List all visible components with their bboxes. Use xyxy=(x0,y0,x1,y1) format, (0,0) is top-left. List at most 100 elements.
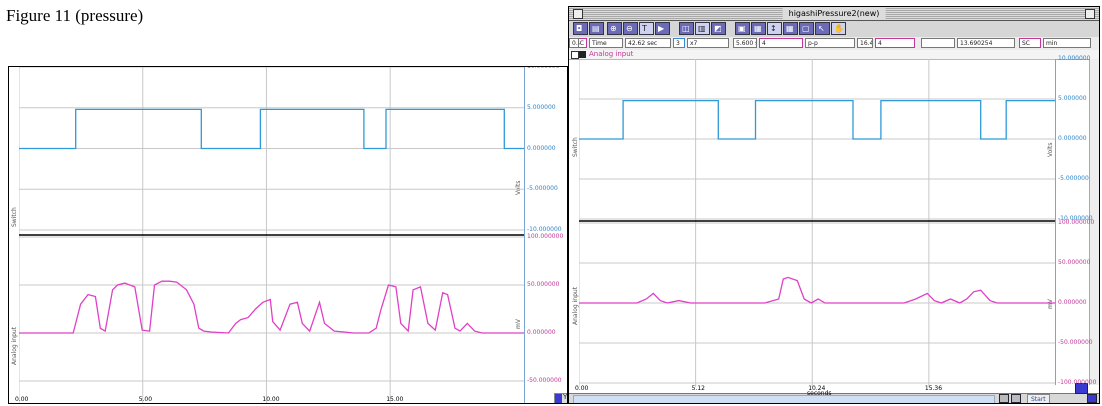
scroll-left-icon[interactable] xyxy=(999,394,1009,403)
right-top-channel-label: Switch xyxy=(572,137,579,157)
right-axis-strip xyxy=(1055,59,1056,385)
top-tick-label-3: -5.000000 xyxy=(527,185,558,193)
marker-icon-glyph: ▶ xyxy=(658,24,665,33)
analog-input-trace xyxy=(579,276,1055,304)
field-2-value: x7 xyxy=(687,38,729,48)
field-0-value: Time xyxy=(589,38,623,48)
zoom-in-icon[interactable]: ⊕ xyxy=(607,22,622,35)
grid-lines xyxy=(579,59,1055,387)
x-tick-label-2: 10.24 xyxy=(808,385,826,392)
switch-trace xyxy=(19,108,524,150)
horizontal-scrollbar[interactable] xyxy=(573,395,995,403)
close-box-icon[interactable] xyxy=(573,9,583,19)
bottom-tick-label-0: 100.000000 xyxy=(1058,219,1095,226)
left-axis-strip xyxy=(524,67,525,403)
pointer-icon[interactable]: ↖ xyxy=(815,22,830,35)
right-window: higashiPressure2(new) ◘ ▤ ⊕ ⊖ T ▶ ◫ ▥ ◩ ▣ ▦ ↕ ▦ ▢ ↖ ✋ S… xyxy=(568,6,1100,404)
x-axis-label: seconds xyxy=(807,390,832,397)
channel-tab-dark-icon[interactable] xyxy=(579,51,586,58)
split-view-icon[interactable]: ◫ xyxy=(679,22,694,35)
pointer-icon-glyph: ↖ xyxy=(818,24,825,33)
analog-input-trace xyxy=(19,280,524,334)
view-icon-glyph: ▢ xyxy=(802,24,810,33)
grid-icon-glyph: ▦ xyxy=(786,24,794,33)
field-7-value: 13.690254 xyxy=(957,38,1015,48)
right-plot-area xyxy=(579,59,1055,387)
grid-icon[interactable]: ▦ xyxy=(783,22,798,35)
bottom-tick-label-2: 0.000000 xyxy=(1058,299,1087,306)
top-tick-label-0: 10.000000 xyxy=(1058,55,1091,62)
left-bottom-channel-label: Analog input xyxy=(11,326,18,365)
top-tick-label-1: 5.000000 xyxy=(527,103,556,111)
chart-icon-glyph: ▦ xyxy=(754,24,762,33)
bottom-tick-label-3: -50.000000 xyxy=(527,377,562,384)
chart-icon[interactable]: ▦ xyxy=(751,22,766,35)
field-8-label[interactable]: SC xyxy=(1019,38,1041,48)
x-tick-label-3: 15.00 xyxy=(386,396,404,403)
field-5-value: 16.416457 xyxy=(857,38,873,48)
resize-icon[interactable] xyxy=(555,394,562,403)
field-1-value: 42.62 sec xyxy=(625,38,671,48)
bottom-tick-label-1: 50.000000 xyxy=(1058,259,1091,266)
select-tool-icon[interactable]: ◘ xyxy=(573,22,588,35)
top-tick-label-3: -5.000000 xyxy=(1058,175,1089,182)
right-bottom-channel-label: Analog input xyxy=(572,286,579,325)
x-tick-label-3: 15.36 xyxy=(924,385,943,392)
window-titlebar[interactable]: higashiPressure2(new) xyxy=(569,7,1099,21)
scroll-right-icon[interactable] xyxy=(1011,394,1021,403)
start-button[interactable]: Start xyxy=(1027,394,1050,403)
zoom-out-icon[interactable]: ⊖ xyxy=(623,22,638,35)
grid-lines xyxy=(19,67,524,403)
top-tick-label-4: -10.000000 xyxy=(527,226,562,233)
y-icon[interactable]: Y xyxy=(563,393,568,401)
x-tick-label-0: 0.00 xyxy=(575,385,589,392)
marker-icon[interactable]: ▶ xyxy=(655,22,670,35)
x-tick-label-1: 5.00 xyxy=(138,396,153,403)
x-tick-label-0: 0.00 xyxy=(15,396,29,403)
pointer-tool-icon[interactable] xyxy=(1075,383,1088,394)
left-top-channel-label: Switch xyxy=(11,207,18,227)
scope-icon[interactable]: ▤ xyxy=(589,22,604,35)
channel-tab-label: Analog input xyxy=(589,50,634,58)
left-plot-area xyxy=(19,67,524,403)
split-view-icon-glyph: ◫ xyxy=(682,24,690,33)
channel-tab-box-icon[interactable] xyxy=(571,51,579,59)
bottom-tick-label-3: -50.000000 xyxy=(1058,339,1093,346)
field-2-label[interactable]: 3 xyxy=(673,38,685,48)
text-tool-icon[interactable]: T xyxy=(639,22,654,35)
zoom-box-icon[interactable] xyxy=(1085,9,1095,19)
x-tick-label-2: 10.00 xyxy=(262,396,280,403)
switch-trace xyxy=(579,99,1055,140)
figure-caption: Figure 11 (pressure) xyxy=(6,6,144,25)
channel-icon[interactable]: ▥ xyxy=(695,22,710,35)
corner-area: Y xyxy=(554,393,568,403)
overlay-icon-glyph: ◩ xyxy=(714,24,722,33)
window-title: higashiPressure2(new) xyxy=(782,8,886,19)
display-icon[interactable]: ▣ xyxy=(735,22,750,35)
field-9-value: 0.00556 xyxy=(569,38,579,48)
hand-icon[interactable]: ✋ xyxy=(831,22,846,35)
field-4-value: p-p xyxy=(805,38,855,48)
bottom-tick-label-1: 50.000000 xyxy=(527,281,560,288)
view-icon[interactable]: ▢ xyxy=(799,22,814,35)
overlay-icon[interactable]: ◩ xyxy=(711,22,726,35)
corner-resize-icon[interactable] xyxy=(1087,394,1097,403)
zoom-out-icon-glyph: ⊖ xyxy=(626,24,633,33)
rescale-icon[interactable]: ↕ xyxy=(767,22,782,35)
display-icon-glyph: ▣ xyxy=(738,24,746,33)
field-4-label[interactable]: 4 xyxy=(759,38,803,48)
toolbar: ◘ ▤ ⊕ ⊖ T ▶ ◫ ▥ ◩ ▣ ▦ ↕ ▦ ▢ ↖ ✋ xyxy=(569,21,1099,38)
field-8-value: min xyxy=(1043,38,1091,48)
zoom-in-icon-glyph: ⊕ xyxy=(610,24,617,33)
vertical-scrollbar[interactable] xyxy=(1089,59,1099,385)
bottom-tick-label-4: -100.000000 xyxy=(1058,379,1097,386)
top-tick-label-0: 10.000000 xyxy=(527,66,560,70)
bottom-tick-label-0: 100.000000 xyxy=(527,233,564,240)
select-tool-icon-glyph: ◘ xyxy=(576,24,583,33)
field-6-label[interactable]: 4 xyxy=(875,38,915,48)
top-tick-label-2: 0.000000 xyxy=(1058,135,1087,142)
field-6-value xyxy=(921,38,955,48)
top-tick-label-4: -10.000000 xyxy=(1058,215,1093,222)
bottom-tick-label-2: 0.000000 xyxy=(527,329,556,336)
